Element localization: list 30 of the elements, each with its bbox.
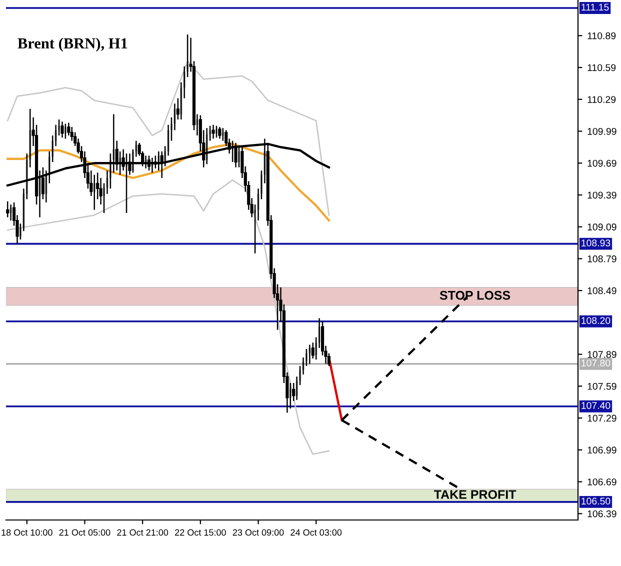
y-tick-label: 106.69 <box>588 478 616 486</box>
ref-line-label: 111.15 <box>582 4 609 11</box>
x-tick-label: 24 Oct 03:00 <box>290 529 342 536</box>
y-tick-label: 110.29 <box>588 96 616 103</box>
ref-line-label: 108.20 <box>582 317 610 324</box>
x-tick-label: 21 Oct 21:00 <box>117 529 168 536</box>
y-tick-label: 107.59 <box>588 382 616 390</box>
y-tick-label: 106.39 <box>588 510 616 518</box>
ref-line-label: 107.40 <box>582 402 610 409</box>
band-label: STOP LOSS <box>440 290 510 300</box>
band-label: TAKE PROFIT <box>434 490 516 499</box>
y-tick-label: 109.39 <box>588 192 616 199</box>
y-tick-label: 110.59 <box>588 64 616 72</box>
ref-line-label: 107.80 <box>582 360 610 366</box>
y-tick-label: 107.29 <box>588 414 616 422</box>
ref-line-label: 106.50 <box>582 498 610 505</box>
y-tick-label: 109.69 <box>588 160 616 167</box>
x-tick-label: 23 Oct 09:00 <box>232 529 284 536</box>
x-tick-label: 21 Oct 05:00 <box>59 529 110 536</box>
y-tick-label: 107.89 <box>588 351 616 358</box>
text: Brent (BRN), H1 <box>18 38 128 52</box>
y-tick-label: 109.09 <box>588 224 616 230</box>
ref-line-label: 108.93 <box>582 240 610 246</box>
x-tick-label: 22 Oct 15:00 <box>175 529 226 536</box>
y-tick-label: 108.79 <box>588 255 616 262</box>
y-tick-label: 108.49 <box>588 287 616 294</box>
x-tick-label: 18 Oct 10:00 <box>2 529 52 536</box>
y-tick-label: 106.99 <box>588 446 616 454</box>
y-tick-label: 110.89 <box>588 32 616 40</box>
y-tick-label: 109.99 <box>588 128 616 135</box>
